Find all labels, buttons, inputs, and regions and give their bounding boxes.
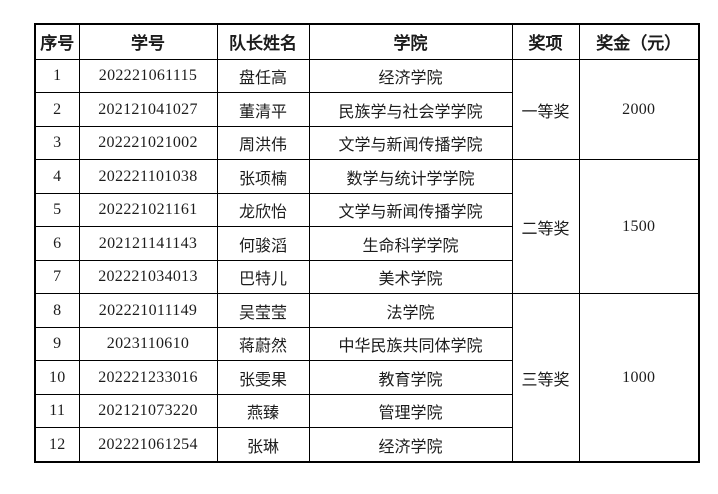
student-id-cell: 202221233016 [78, 360, 218, 395]
header-row: 序号 学号 队长姓名 学院 奖项 奖金（元） [34, 23, 700, 60]
captain-name-cell: 董清平 [216, 92, 310, 127]
college-cell: 教育学院 [308, 360, 513, 395]
college-cell: 民族学与社会学学院 [308, 92, 513, 127]
college-cell: 数学与统计学学院 [308, 159, 513, 194]
captain-name-cell: 蒋蔚然 [216, 326, 310, 362]
serial-cell: 6 [34, 226, 80, 261]
student-id-cell: 202121141143 [78, 226, 218, 261]
serial-cell: 1 [34, 58, 80, 94]
college-cell: 美术学院 [308, 259, 513, 295]
college-cell: 生命科学学院 [308, 226, 513, 261]
prize-group-cell: 1000 [578, 293, 700, 463]
serial-cell: 3 [34, 125, 80, 161]
student-id-cell: 202221011149 [78, 293, 218, 328]
student-id-cell: 202121073220 [78, 393, 218, 429]
serial-cell: 11 [34, 393, 80, 429]
table-row: 10 202221233016 张雯果 教育学院 [34, 360, 699, 395]
header-captain-name: 队长姓名 [216, 23, 310, 60]
captain-name-cell: 张项楠 [216, 159, 310, 194]
award-group-cell: 三等奖 [511, 293, 580, 463]
table-row: 8 202221011149 吴莹莹 法学院 三等奖 1000 [34, 293, 700, 463]
header-student-id: 学号 [78, 23, 218, 60]
serial-cell: 10 [34, 360, 80, 395]
college-cell: 管理学院 [308, 393, 513, 429]
college-cell: 文学与新闻传播学院 [308, 192, 513, 228]
captain-name-cell: 龙欣怡 [216, 192, 310, 228]
serial-cell: 7 [34, 259, 80, 295]
student-id-cell: 202221034013 [78, 259, 218, 295]
table-row: 6 202121141143 何骏滔 生命科学学院 [34, 226, 699, 261]
serial-cell: 8 [34, 293, 80, 328]
college-cell: 中华民族共同体学院 [308, 326, 513, 362]
table-row: 11 202121073220 燕臻 管理学院 [34, 393, 699, 429]
serial-cell: 12 [34, 427, 80, 463]
serial-cell: 4 [34, 159, 80, 194]
table-row: 7 202221034013 巴特儿 美术学院 [34, 259, 699, 295]
table-row: 1 202221061115 盘任高 经济学院 一等奖 2000 [34, 58, 700, 161]
header-serial: 序号 [34, 23, 80, 60]
table-row: 3 202221021002 周洪伟 文学与新闻传播学院 [34, 125, 699, 161]
award-group-cell: 二等奖 [511, 159, 580, 295]
captain-name-cell: 何骏滔 [216, 226, 310, 261]
table-row: 12 202221061254 张琳 经济学院 [34, 427, 699, 463]
serial-cell: 9 [34, 326, 80, 362]
college-cell: 经济学院 [308, 427, 513, 463]
student-id-cell: 202221061115 [78, 58, 218, 94]
table-row: 5 202221021161 龙欣怡 文学与新闻传播学院 [34, 192, 699, 228]
award-results-table: 序号 学号 队长姓名 学院 奖项 奖金（元） 1 202221061115 盘任… [34, 23, 700, 463]
header-prize: 奖金（元） [578, 23, 700, 60]
student-id-cell: 202221101038 [78, 159, 218, 194]
student-id-cell: 202221061254 [78, 427, 218, 463]
award-group-cell: 一等奖 [511, 58, 580, 161]
captain-name-cell: 张雯果 [216, 360, 310, 395]
student-id-cell: 202221021002 [78, 125, 218, 161]
prize-group-cell: 1500 [578, 159, 700, 295]
prize-group-cell: 2000 [578, 58, 700, 161]
captain-name-cell: 燕臻 [216, 393, 310, 429]
header-college: 学院 [308, 23, 513, 60]
table-row: 9 2023110610 蒋蔚然 中华民族共同体学院 [34, 326, 699, 362]
student-id-cell: 202121041027 [78, 92, 218, 127]
college-cell: 法学院 [308, 293, 513, 328]
captain-name-cell: 张琳 [216, 427, 310, 463]
captain-name-cell: 巴特儿 [216, 259, 310, 295]
serial-cell: 5 [34, 192, 80, 228]
captain-name-cell: 周洪伟 [216, 125, 310, 161]
college-cell: 文学与新闻传播学院 [308, 125, 513, 161]
table-row: 4 202221101038 张项楠 数学与统计学学院 二等奖 1500 [34, 159, 700, 295]
college-cell: 经济学院 [308, 58, 513, 94]
captain-name-cell: 吴莹莹 [216, 293, 310, 328]
serial-cell: 2 [34, 92, 80, 127]
student-id-cell: 2023110610 [78, 326, 218, 362]
captain-name-cell: 盘任高 [216, 58, 310, 94]
student-id-cell: 202221021161 [78, 192, 218, 228]
header-award: 奖项 [511, 23, 580, 60]
